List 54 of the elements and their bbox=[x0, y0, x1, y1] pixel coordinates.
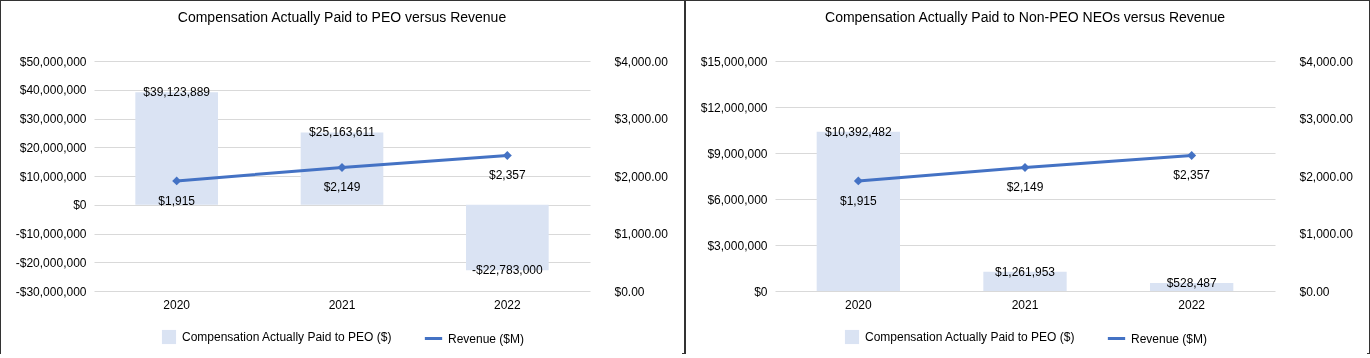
point bbox=[1020, 162, 1030, 172]
y2-tick-label: $4,000.00 bbox=[614, 54, 669, 69]
chart-title: Compensation Actually Paid to PEO versus Revenue bbox=[177, 9, 507, 25]
legend-label: Revenue ($M) bbox=[1131, 331, 1208, 346]
data-label: $1,915 bbox=[839, 193, 878, 208]
y-tick-label: $20,000,000 bbox=[19, 140, 87, 155]
data-label: $39,123,889 bbox=[143, 85, 211, 100]
legend-label: Compensation Actually Paid to PEO ($) bbox=[182, 330, 392, 344]
y2-tick-label: $3,000.00 bbox=[1299, 112, 1354, 126]
y2-tick-label: $3,000.00 bbox=[614, 112, 669, 126]
y-tick-label: $12,000,000 bbox=[700, 100, 768, 115]
data-label: $2,357 bbox=[488, 168, 527, 183]
y2-tick-label: $0.00 bbox=[1299, 284, 1330, 299]
x-tick-label: 2021 bbox=[328, 297, 356, 312]
x-tick-label: 2022 bbox=[493, 297, 521, 312]
y2-tick-label: $4,000.00 bbox=[1299, 54, 1354, 69]
data-label: $1,261,953 bbox=[994, 264, 1056, 279]
y-tick-label: $9,000,000 bbox=[707, 146, 768, 161]
y-tick-label: -$20,000,000 bbox=[15, 255, 87, 270]
y2-tick-label: $1,000.00 bbox=[614, 227, 669, 241]
y-tick-label: $40,000,000 bbox=[19, 83, 87, 98]
y-tick-label: -$10,000,000 bbox=[15, 227, 87, 241]
x-tick-label: 2020 bbox=[844, 297, 872, 312]
y-tick-label: $15,000,000 bbox=[700, 54, 768, 69]
legend-label: Compensation Actually Paid to PEO ($) bbox=[865, 330, 1075, 344]
y-tick-label: $6,000,000 bbox=[707, 192, 768, 207]
x-tick-label: 2022 bbox=[1178, 297, 1206, 312]
data-label: $1,915 bbox=[158, 193, 196, 208]
data-label: $2,149 bbox=[1006, 180, 1044, 195]
y-tick-label: $10,000,000 bbox=[19, 169, 87, 184]
x-tick-label: 2021 bbox=[1011, 297, 1039, 312]
x-tick-label: 2020 bbox=[163, 297, 191, 312]
y2-tick-label: $1,000.00 bbox=[1299, 227, 1354, 241]
y-tick-label: -$30,000,000 bbox=[15, 284, 87, 299]
y-tick-label: $3,000,000 bbox=[707, 238, 768, 253]
legend-label: Revenue ($M) bbox=[448, 331, 525, 346]
data-label: $10,392,482 bbox=[824, 124, 893, 139]
data-label: $25,163,611 bbox=[309, 125, 376, 140]
y-tick-label: $0 bbox=[754, 284, 768, 299]
data-label: $528,487 bbox=[1166, 275, 1218, 290]
y2-tick-label: $0.00 bbox=[614, 284, 645, 299]
y-tick-label: $50,000,000 bbox=[19, 54, 87, 69]
data-label: $2,149 bbox=[323, 180, 361, 195]
chart-title: Compensation Actually Paid to Non-PEO NEOs versus Revenue bbox=[825, 9, 1226, 25]
data-label: $2,357 bbox=[1173, 168, 1211, 183]
point bbox=[502, 151, 512, 160]
y-tick-label: $30,000,000 bbox=[19, 112, 87, 126]
data-label: -$22,783,000 bbox=[471, 263, 544, 278]
point bbox=[337, 162, 347, 172]
point bbox=[853, 176, 863, 186]
y2-tick-label: $2,000.00 bbox=[614, 169, 669, 184]
point bbox=[1187, 151, 1197, 160]
y2-tick-label: $2,000.00 bbox=[1299, 169, 1354, 184]
y-tick-label: $0 bbox=[73, 198, 87, 213]
